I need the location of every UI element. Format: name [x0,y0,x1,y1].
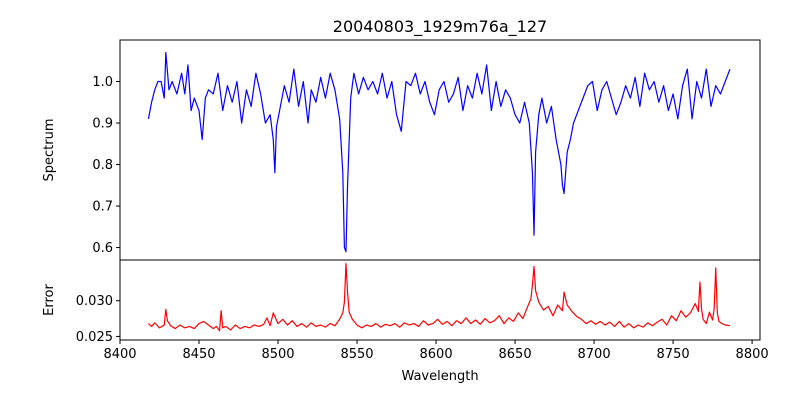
error-y-tick-label: 0.025 [76,330,113,345]
spectrum-series-line [147,51,731,253]
spectrum-y-tick-label: 0.8 [92,158,113,173]
chart-title: 20040803_1929m76a_127 [333,17,547,37]
x-tick-label: 8500 [261,347,294,362]
spectrum-y-tick-label: 0.9 [92,117,113,132]
spectrum-y-tick-label: 0.7 [92,200,113,215]
error-axes-frame [119,259,761,341]
spectrum-panel: 0.6 0.7 0.8 0.9 1.0 Spectrum [42,39,761,261]
x-tick-label: 8700 [578,347,611,362]
x-tick-label: 8800 [736,347,769,362]
error-plot-area [148,262,731,332]
x-tick-label: 8600 [420,347,453,362]
x-tick-label: 8400 [103,347,136,362]
spectrum-y-tick-label: 0.6 [92,241,113,256]
x-axis-label: Wavelength [401,369,478,384]
spectrum-y-label: Spectrum [42,119,57,182]
spectrum-plot-area [147,51,731,253]
x-tick-label: 8550 [340,347,373,362]
error-y-label: Error [42,284,57,316]
error-series-line [148,262,731,332]
spectrum-y-tick-label: 1.0 [92,75,113,90]
x-tick-label: 8650 [499,347,532,362]
x-tick-label: 8450 [182,347,215,362]
x-tick-label: 8750 [657,347,690,362]
error-y-tick-label: 0.030 [76,294,113,309]
spectrum-y-axis: 0.6 0.7 0.8 0.9 1.0 [92,75,120,256]
error-y-axis: 0.025 0.030 [76,294,120,345]
wavelength-x-axis: 8400 8450 8500 8550 8600 8650 8700 8750 8800 [103,340,769,362]
